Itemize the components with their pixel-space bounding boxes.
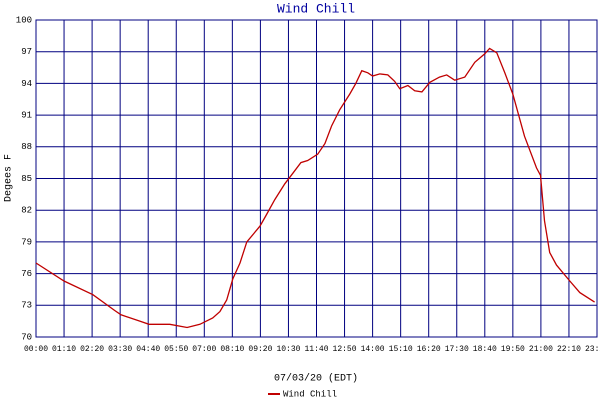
x-tick-label: 08:10: [220, 345, 244, 354]
y-tick-label: 85: [21, 174, 32, 184]
x-tick-label: 10:30: [276, 345, 300, 354]
plot-frame: [35, 19, 598, 338]
legend-label: Wind Chill: [283, 389, 337, 399]
x-tick-label: 23:20: [585, 345, 600, 354]
x-axis-label: 07/03/20 (EDT): [274, 373, 358, 385]
y-tick-label: 88: [21, 142, 32, 152]
x-tick-label: 09:20: [248, 345, 272, 354]
y-tick-label: 100: [16, 15, 32, 25]
x-tick-label: 14:00: [361, 345, 385, 354]
y-tick-label: 94: [21, 79, 32, 89]
x-tick-label: 22:10: [557, 345, 581, 354]
y-tick-label: 76: [21, 269, 32, 279]
x-tick-label: 12:50: [333, 345, 357, 354]
chart-title: Wind Chill: [277, 1, 355, 16]
x-tick-label: 17:30: [445, 345, 469, 354]
x-tick-label: 11:40: [304, 345, 328, 354]
x-tick-label: 03:30: [108, 345, 132, 354]
y-tick-label: 70: [21, 332, 32, 342]
x-tick-label: 18:40: [473, 345, 497, 354]
x-tick-label: 05:50: [164, 345, 188, 354]
x-tick-label: 00:00: [24, 345, 48, 354]
y-tick-label: 73: [21, 301, 32, 311]
y-tick-label: 91: [21, 110, 32, 120]
y-tick-label: 79: [21, 237, 32, 247]
x-tick-label: 01:10: [52, 345, 76, 354]
x-tick-label: 16:20: [417, 345, 441, 354]
x-tick-label: 07:00: [192, 345, 216, 354]
data-line: [35, 47, 595, 329]
x-tick-label: 02:20: [80, 345, 104, 354]
y-axis-label: Degees F: [4, 154, 15, 202]
x-tick-label: 04:40: [136, 345, 160, 354]
x-tick-label: 21:00: [529, 345, 553, 354]
x-tick-label: 19:50: [501, 345, 525, 354]
y-tick-label: 97: [21, 47, 32, 57]
y-tick-label: 82: [21, 206, 32, 216]
x-tick-label: 15:10: [389, 345, 413, 354]
